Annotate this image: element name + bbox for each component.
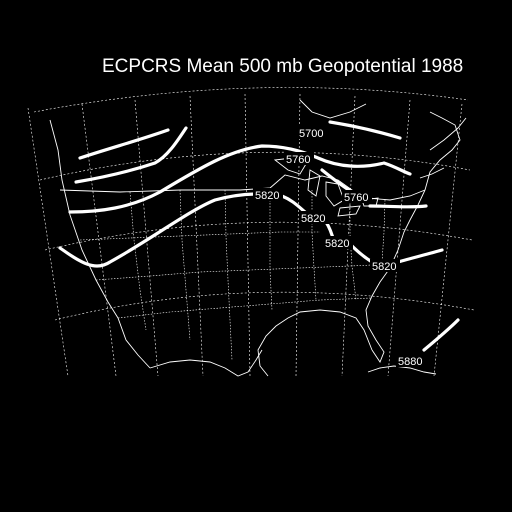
latitude-line [33,87,469,113]
contour-line-5820-east [396,248,444,264]
state-border [179,189,191,341]
state-border [269,188,273,311]
state-border [224,189,233,361]
longitude-line [244,93,251,377]
contour-line-5700-northwest [78,128,170,160]
longitude-line [189,95,204,377]
state-border [381,199,386,263]
latitude-line [44,221,473,251]
longitude-line [27,107,69,377]
contour-label: 5820 [372,261,396,273]
longitude-line [295,93,301,377]
atlantic-coast [365,111,461,363]
contour-label: 5880 [398,356,422,368]
coastline [49,99,467,377]
state-border [95,263,396,281]
contour-label: 5760 [344,192,368,204]
state-border [117,297,373,319]
canada-us-border [59,174,426,201]
contour-label: 5760 [286,154,310,166]
contour-labels: 5700 5760 5760 5820 5820 5820 5820 5880 [253,126,426,368]
contour-label: 5700 [299,128,323,140]
hudson-bay-shore [299,99,367,119]
gulf-coast [257,309,373,377]
latitude-line [39,151,471,181]
contour-line-5820-main [58,192,382,268]
contour-line-5760-west [74,126,188,184]
longitude-line [433,103,463,377]
height-contours [58,120,460,352]
contour-label: 5820 [325,238,349,250]
state-borders [79,188,396,361]
maritime-coast [419,117,467,179]
great-lakes [273,157,379,217]
contour-line-5760-main [68,144,412,214]
contour-label: 5820 [301,213,325,225]
pacific-coast [49,119,151,369]
map-title: ECPCRS Mean 500 mb Geopotential 1988 [102,56,463,77]
state-border [349,196,357,301]
mexico-border [149,349,263,377]
longitude-line [81,103,117,377]
contour-line-5880 [422,318,460,352]
contour-label: 5820 [255,190,279,202]
longitude-line [387,99,411,377]
lat-lon-graticule [27,87,475,377]
state-border [311,190,317,301]
state-border [129,191,147,331]
latitude-line [54,291,475,321]
contour-line-5700-northeast [328,120,402,140]
